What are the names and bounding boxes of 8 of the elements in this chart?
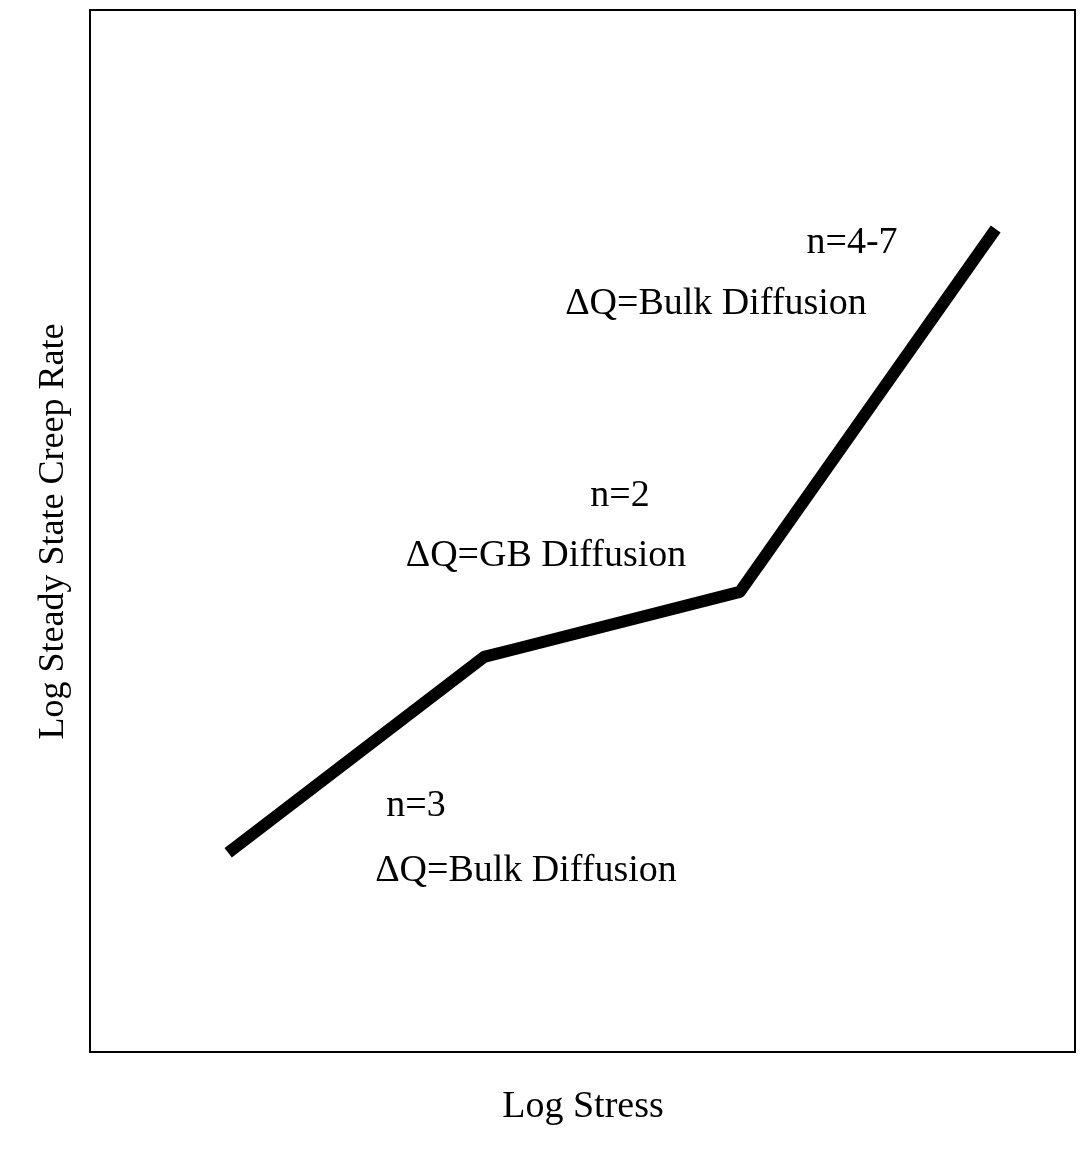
annotation: ΔQ=GB Diffusion: [405, 532, 687, 574]
annotation: n=4-7: [806, 219, 898, 261]
annotation: n=3: [386, 782, 446, 824]
y-axis-title: Log Steady State Creep Rate: [30, 323, 71, 740]
annotation: ΔQ=Bulk Diffusion: [375, 847, 677, 889]
annotation: n=2: [590, 472, 650, 514]
annotation: ΔQ=Bulk Diffusion: [565, 280, 867, 322]
x-axis-title: Log Stress: [502, 1082, 664, 1125]
